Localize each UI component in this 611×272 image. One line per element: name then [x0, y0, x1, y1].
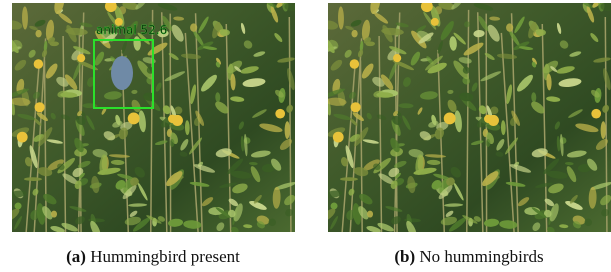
hummingbird — [111, 56, 133, 90]
panel-label: (a) — [66, 247, 86, 266]
flower — [172, 115, 183, 126]
figure: animal 52.6 (a) Hummingbird present (b) … — [0, 0, 611, 272]
flower — [431, 18, 439, 26]
caption-text: Hummingbird present — [90, 247, 240, 266]
flower — [17, 132, 28, 143]
flower — [333, 132, 344, 143]
flower — [488, 115, 499, 126]
flower — [128, 113, 140, 125]
photo-a: animal 52.6 — [12, 3, 295, 232]
flower — [35, 102, 45, 112]
flower — [77, 54, 85, 62]
panel-label: (b) — [394, 247, 415, 266]
flower — [351, 102, 361, 112]
flower — [444, 113, 456, 125]
caption-a: (a) Hummingbird present — [3, 247, 303, 267]
flower — [393, 54, 401, 62]
caption-text: No hummingbirds — [419, 247, 543, 266]
flower — [275, 109, 285, 119]
flower — [350, 59, 359, 68]
flower — [591, 109, 601, 119]
caption-b: (b) No hummingbirds — [319, 247, 611, 267]
detection-label: animal 52.6 — [96, 23, 167, 37]
flower — [34, 59, 43, 68]
photo-b — [328, 3, 611, 232]
